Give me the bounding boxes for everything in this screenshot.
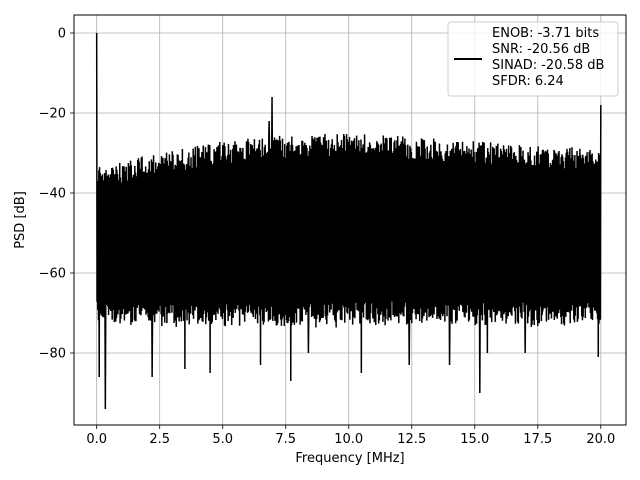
- psd-trace: [95, 32, 602, 410]
- x-tick-label: 5.0: [212, 432, 233, 447]
- legend-snr-text: SNR: -20.56 dB: [492, 42, 590, 57]
- y-tick-label: 0: [58, 27, 66, 42]
- y-tick-label: −60: [39, 267, 66, 282]
- x-tick-label: 2.5: [149, 432, 170, 447]
- plot-frame: [73, 14, 627, 426]
- legend: ENOB: -3.71 bits SNR: -20.56 dB SINAD: -…: [447, 21, 619, 97]
- x-tick-label: 10.0: [334, 432, 363, 447]
- y-axis-ticks: 0 −20 −40 −60 −80: [39, 27, 74, 362]
- y-tick-label: −80: [39, 347, 66, 362]
- legend-sinad-text: SINAD: -20.58 dB: [492, 58, 604, 73]
- x-axis-ticks: 0.0 2.5 5.0 7.5 10.0 12.5 15.0 17.5 20.0: [86, 425, 615, 447]
- x-axis-label: Frequency [MHz]: [295, 451, 404, 466]
- legend-box: [447, 21, 619, 97]
- x-tick-label: 20.0: [586, 432, 615, 447]
- legend-enob-text: ENOB: -3.71 bits: [492, 26, 599, 41]
- x-tick-label: 0.0: [86, 432, 107, 447]
- x-tick-label: 12.5: [397, 432, 426, 447]
- x-tick-label: 15.0: [460, 432, 489, 447]
- x-tick-label: 17.5: [523, 432, 552, 447]
- legend-sfdr-text: SFDR: 6.24: [492, 74, 564, 89]
- y-tick-label: −20: [39, 107, 66, 122]
- y-axis-label: PSD [dB]: [13, 191, 28, 249]
- x-tick-label: 7.5: [275, 432, 296, 447]
- y-tick-label: −40: [39, 187, 66, 202]
- psd-series-line: [95, 32, 602, 410]
